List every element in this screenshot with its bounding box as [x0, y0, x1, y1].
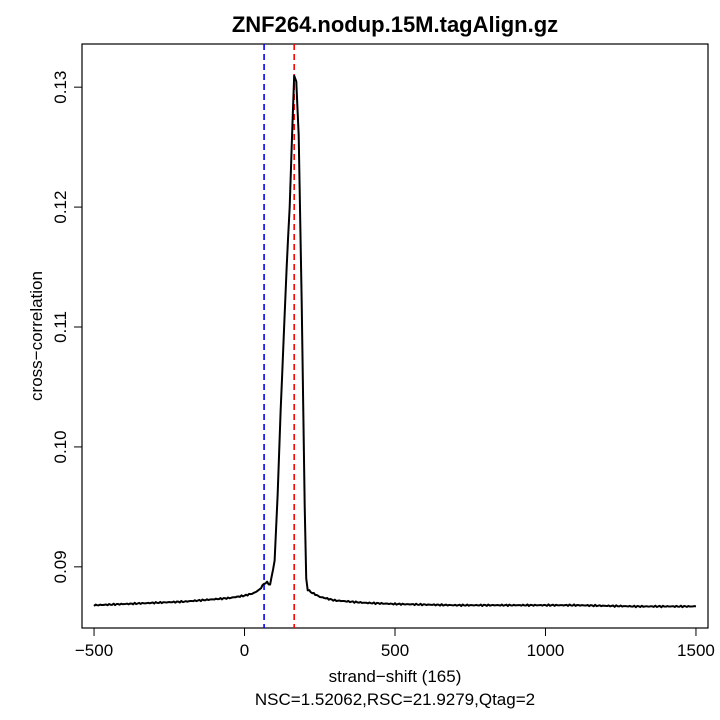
x-axis-label: strand−shift (165) — [329, 667, 462, 686]
y-axis-label: cross−correlation — [27, 271, 46, 401]
y-tick-label: 0.09 — [51, 550, 70, 583]
x-axis: −500 0 500 1000 1500 — [75, 627, 715, 660]
y-axis: 0.09 0.10 0.11 0.12 0.13 — [51, 71, 83, 583]
reference-lines — [263, 44, 295, 628]
y-tick-label: 0.12 — [51, 191, 70, 224]
chart-title: ZNF264.nodup.15M.tagAlign.gz — [232, 12, 558, 37]
x-tick-label: 1500 — [677, 641, 715, 660]
x-tick-label: 1000 — [527, 641, 565, 660]
x-tick-label: 0 — [240, 641, 249, 660]
chart-subtitle: NSC=1.52062,RSC=21.9279,Qtag=2 — [255, 690, 535, 709]
y-tick-label: 0.11 — [51, 311, 70, 343]
series-group — [93, 74, 697, 609]
x-tick-label: −500 — [75, 641, 113, 660]
y-tick-label: 0.13 — [51, 71, 70, 104]
x-tick-label: 500 — [381, 641, 409, 660]
cross-correlation-line — [93, 74, 697, 609]
y-tick-label: 0.10 — [51, 430, 70, 463]
